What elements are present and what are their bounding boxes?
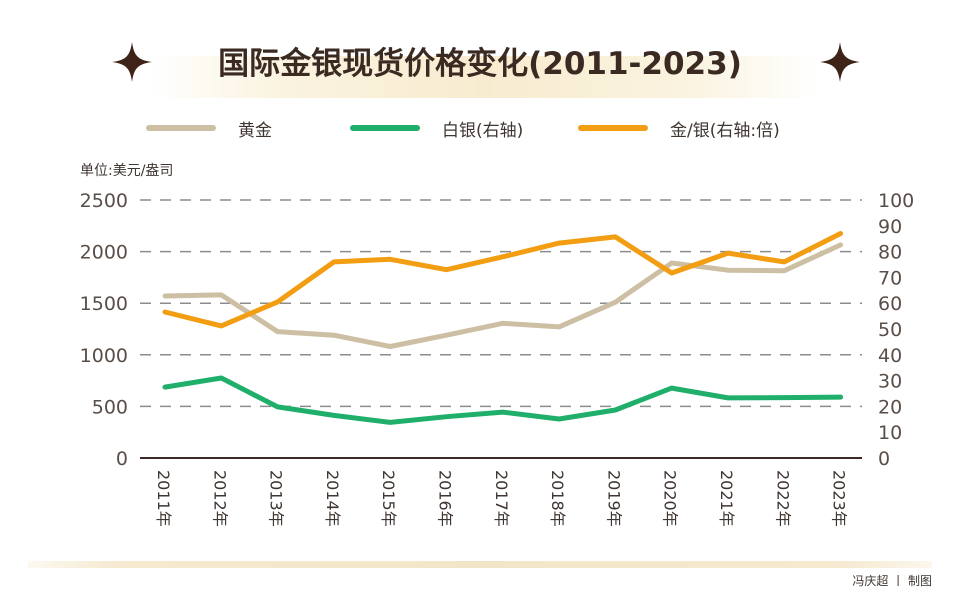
x-tick-label: 2016年 (436, 470, 455, 527)
y-tick-label-right: 60 (878, 293, 902, 315)
y-tick-label-right: 0 (878, 448, 890, 470)
y-tick-label-right: 80 (878, 242, 902, 264)
y-tick-label-left: 2000 (80, 242, 128, 264)
credit-text: 冯庆超 丨 制图 (852, 574, 932, 588)
y-tick-label-right: 70 (878, 267, 902, 289)
x-tick-label: 2020年 (661, 470, 680, 527)
x-tick-label: 2019年 (604, 470, 623, 527)
legend-label-gold: 黄金 (238, 120, 272, 141)
legend-item-ratio: 金/银(右轴:倍) (578, 116, 780, 141)
x-tick-label: 2021年 (717, 470, 736, 527)
y-tick-label-right: 10 (878, 422, 902, 444)
y-tick-label-left: 1000 (80, 345, 128, 367)
legend-swatch-silver (350, 125, 420, 131)
x-tick-label: 2015年 (379, 470, 398, 527)
x-tick-label: 2022年 (773, 470, 792, 527)
x-tick-label: 2012年 (210, 470, 229, 527)
legend-label-ratio: 金/银(右轴:倍) (670, 120, 780, 141)
legend-item-silver: 白银(右轴) (350, 116, 524, 141)
legend-item-gold: 黄金 (146, 116, 272, 141)
series-line-silver (162, 375, 844, 425)
four-point-star-icon (112, 42, 152, 82)
series-line-ratio (162, 231, 844, 329)
legend-label-silver: 白银(右轴) (442, 120, 524, 141)
four-point-star-icon (820, 42, 860, 82)
x-tick-label: 2011年 (154, 470, 173, 527)
y-tick-label-left: 500 (92, 396, 128, 418)
y-tick-label-right: 100 (878, 190, 914, 212)
x-tick-label: 2023年 (830, 470, 849, 527)
series-line-gold (162, 242, 844, 349)
chart-title: 国际金银现货价格变化(2011-2023) (218, 46, 742, 82)
x-tick-label: 2017年 (492, 470, 511, 527)
y-tick-label-right: 90 (878, 216, 902, 238)
y-tick-label-left: 1500 (80, 293, 128, 315)
legend-swatch-gold (146, 125, 216, 131)
y-tick-label-left: 0 (116, 448, 128, 470)
title-background-band (150, 56, 820, 98)
x-tick-label: 2014年 (323, 470, 342, 527)
y-tick-label-right: 20 (878, 396, 902, 418)
y-tick-label-right: 30 (878, 371, 902, 393)
y-tick-label-right: 50 (878, 319, 902, 341)
legend-swatch-ratio (578, 125, 648, 131)
footer-band (28, 561, 932, 568)
unit-label: 单位:美元/盎司 (80, 163, 174, 179)
y-tick-label-left: 2500 (80, 190, 128, 212)
x-tick-label: 2013年 (267, 470, 286, 527)
y-tick-label-right: 40 (878, 345, 902, 367)
x-tick-label: 2018年 (548, 470, 567, 527)
